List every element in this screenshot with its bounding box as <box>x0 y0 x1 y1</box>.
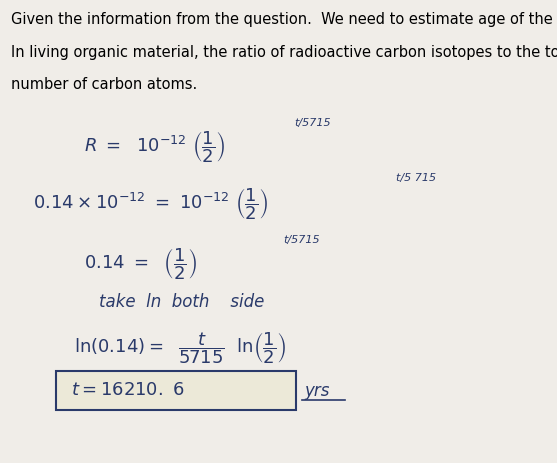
Text: $t = 16210.\ 6$: $t = 16210.\ 6$ <box>71 381 185 399</box>
Text: $0.14\ =\ \ \left(\dfrac{1}{2}\right)$: $0.14\ =\ \ \left(\dfrac{1}{2}\right)$ <box>84 246 197 282</box>
Text: In living organic material, the ratio of radioactive carbon isotopes to the tota: In living organic material, the ratio of… <box>11 45 557 60</box>
FancyBboxPatch shape <box>56 371 296 410</box>
Text: $R\ =\ \ 10^{-12}\ \left(\dfrac{1}{2}\right)$: $R\ =\ \ 10^{-12}\ \left(\dfrac{1}{2}\ri… <box>84 130 225 165</box>
Text: $0.14\times10^{-12}\ =\ 10^{-12}\ \left(\dfrac{1}{2}\right)$: $0.14\times10^{-12}\ =\ 10^{-12}\ \left(… <box>32 186 268 222</box>
Text: t/5715: t/5715 <box>284 235 320 244</box>
Text: Given the information from the question.  We need to estimate age of the fossil.: Given the information from the question.… <box>11 12 557 27</box>
Text: $\ln(0.14)=\ \ \dfrac{t}{5715}\ \ \ln\!\left(\dfrac{1}{2}\right)$: $\ln(0.14)=\ \ \dfrac{t}{5715}\ \ \ln\!\… <box>74 331 286 366</box>
Text: number of carbon atoms.: number of carbon atoms. <box>11 77 197 93</box>
Text: t/5715: t/5715 <box>294 119 330 129</box>
Text: take  ln  both    side: take ln both side <box>99 294 265 312</box>
Text: t/5 715: t/5 715 <box>397 173 437 183</box>
Text: yrs: yrs <box>304 382 330 400</box>
